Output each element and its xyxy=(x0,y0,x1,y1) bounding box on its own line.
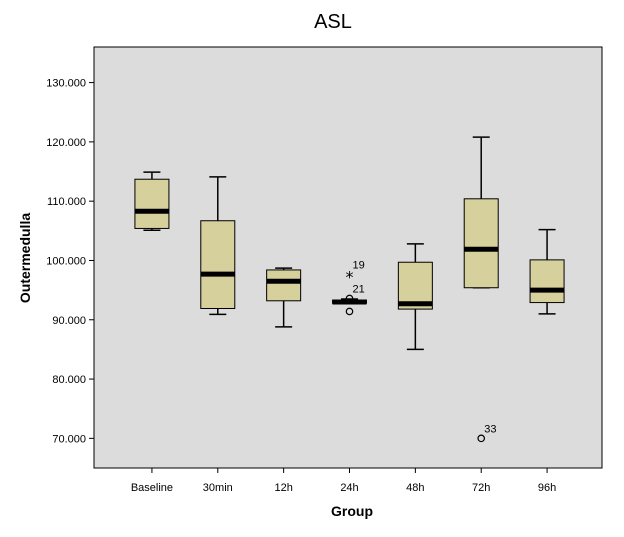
y-tick-label: 130.000 xyxy=(46,78,86,90)
y-tick-label: 70.000 xyxy=(52,433,86,445)
y-tick-label: 110.000 xyxy=(47,196,86,208)
outlier-circle xyxy=(477,434,486,443)
x-tick-label: 12h xyxy=(274,482,292,494)
y-tick-label: 80.000 xyxy=(52,374,86,386)
outlier-circle xyxy=(345,307,354,316)
outlier-label: 33 xyxy=(484,423,496,435)
extreme-outlier-star: * xyxy=(346,268,354,287)
x-tick-label: 48h xyxy=(406,482,424,494)
iqr-box xyxy=(463,198,499,289)
plot-area xyxy=(93,46,603,469)
box-12h xyxy=(266,267,302,328)
x-tick-label: 96h xyxy=(538,482,556,494)
boxes xyxy=(134,136,565,351)
x-tick-label: Baseline xyxy=(131,482,173,494)
box-baseline xyxy=(134,171,170,231)
outlier-label: 19 xyxy=(353,260,365,272)
x-axis-label: Group xyxy=(331,503,373,519)
iqr-box xyxy=(200,220,236,309)
chart-title: ASL xyxy=(314,11,352,33)
outlier-label: 21 xyxy=(353,283,365,295)
y-axis-label: Outermedulla xyxy=(17,213,33,303)
iqr-box xyxy=(266,269,302,302)
x-tick-label: 72h xyxy=(472,482,490,494)
iqr-box xyxy=(529,259,565,304)
x-tick-label: 30min xyxy=(203,482,233,494)
x-axis: Baseline 30min 12h 24h 48h 72h 96h xyxy=(131,468,556,494)
box-48h xyxy=(397,243,433,351)
x-tick-label: 24h xyxy=(340,482,358,494)
box-96h xyxy=(529,228,565,315)
y-tick-label: 120.000 xyxy=(46,137,86,149)
y-axis: 70.000 80.000 90.000 100.000 110.000 120.000 1… xyxy=(46,78,94,445)
outliers: *19 21 33 xyxy=(345,260,496,443)
y-tick-label: 100.000 xyxy=(46,255,86,267)
iqr-box xyxy=(134,178,170,229)
box-72h xyxy=(463,136,499,289)
outlier-circle xyxy=(345,294,354,303)
y-tick-label: 90.000 xyxy=(52,315,86,327)
box-30min xyxy=(200,176,236,316)
